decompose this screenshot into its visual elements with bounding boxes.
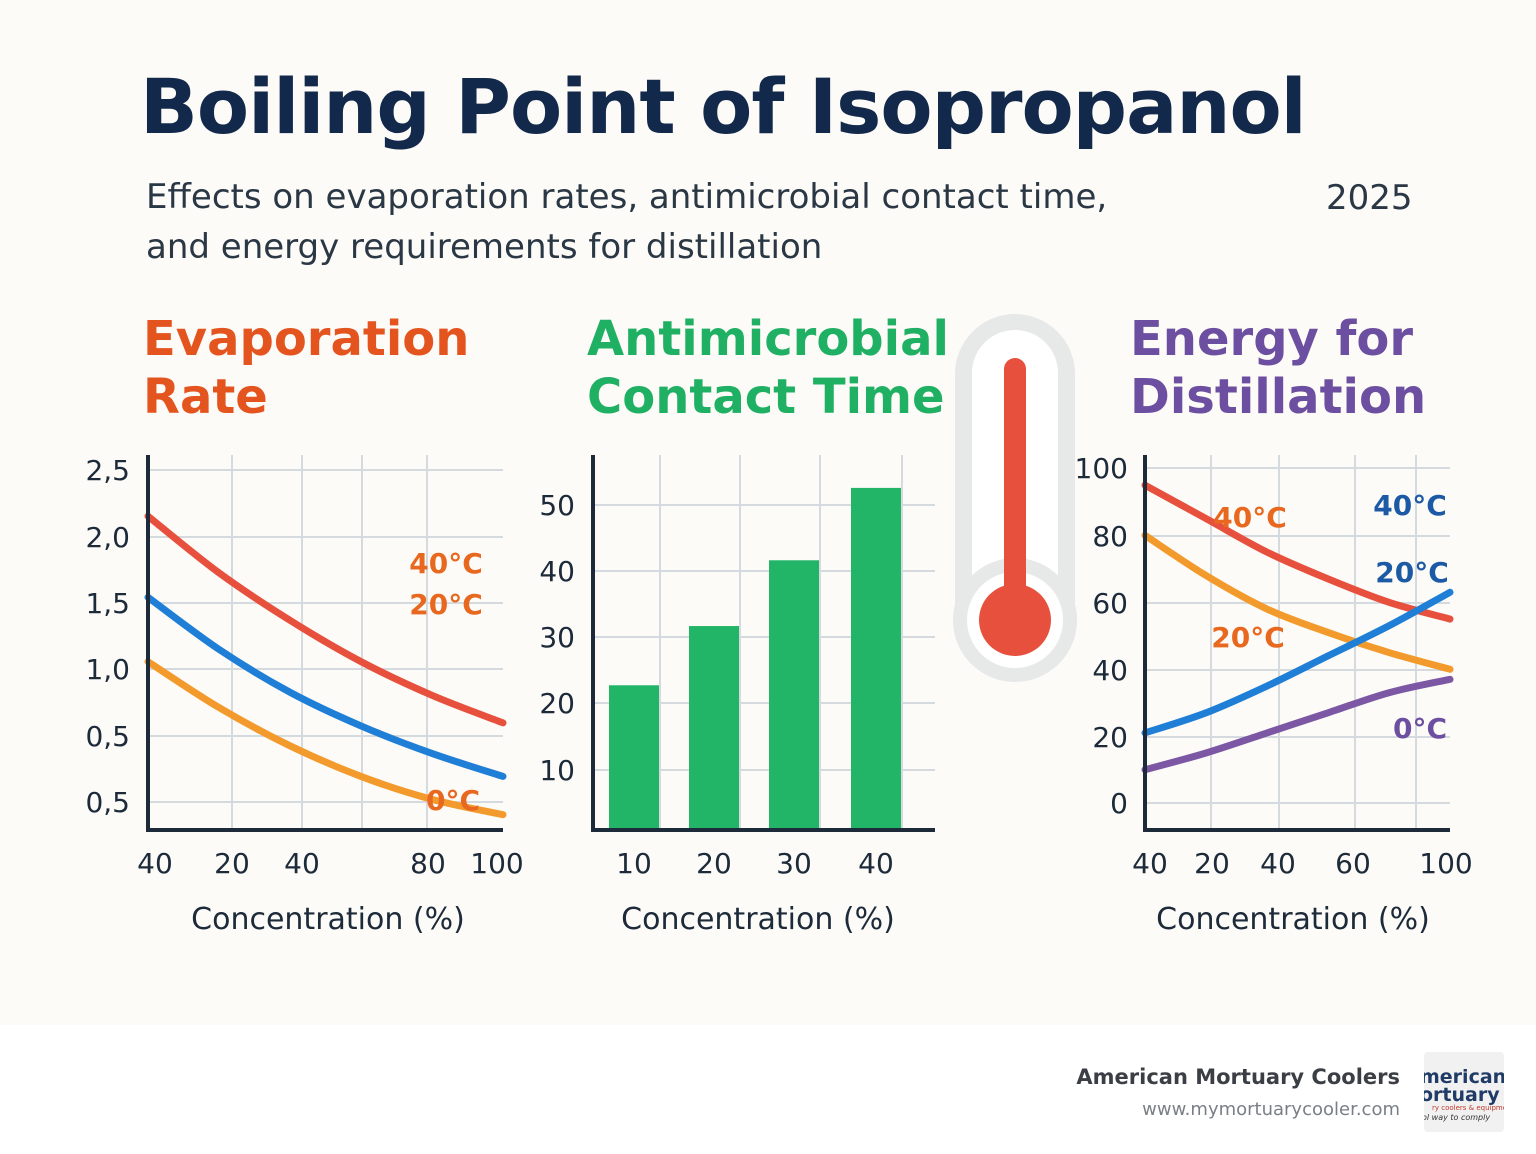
x-tick-label: 20 — [214, 847, 250, 880]
series-annotation: 0°C — [1393, 712, 1447, 745]
series-line-20c — [144, 593, 507, 780]
antimicrobial-chart: 50 40 30 20 10 10 20 30 40 Concentration (%) — [539, 455, 935, 937]
x-tick-label: 40 — [1132, 847, 1168, 880]
series-line-0c — [1141, 675, 1454, 774]
series-annotation: 20°C — [1375, 556, 1449, 589]
y-tick-label: 30 — [539, 621, 575, 654]
y-tick-label: 40 — [539, 555, 575, 588]
series-line-40c — [1141, 481, 1454, 623]
y-tick-label: 60 — [1092, 587, 1128, 620]
y-tick-label: 2,0 — [85, 521, 130, 554]
x-tick-label: 10 — [616, 847, 652, 880]
y-tick-label: 0,5 — [85, 786, 130, 819]
evaporation-title: Evaporation Rate — [143, 310, 469, 426]
subtitle-line-2: and energy requirements for distillation — [146, 227, 823, 267]
y-tick-label: 1,0 — [85, 653, 130, 686]
evaporation-title-line-2: Rate — [143, 369, 268, 425]
y-tick-label: 20 — [539, 687, 575, 720]
x-tick-label: 60 — [1335, 847, 1371, 880]
y-tick-label: 0,5 — [85, 720, 130, 753]
bar-30 — [769, 560, 819, 830]
x-tick-label: 20 — [1194, 847, 1230, 880]
bar-20 — [689, 626, 739, 830]
series-annotation: 40°C — [409, 547, 483, 580]
x-tick-label: 20 — [696, 847, 732, 880]
series-line-20c — [1141, 531, 1454, 673]
energy-title: Energy for Distillation — [1130, 310, 1426, 426]
x-tick-label: 80 — [410, 847, 446, 880]
logo-line-1: merican — [1424, 1066, 1504, 1088]
logo-line-4: ol way to comply — [1424, 1113, 1491, 1122]
y-tick-label: 1,5 — [85, 587, 130, 620]
bar-10 — [609, 685, 659, 830]
brand-name: American Mortuary Coolers — [1076, 1065, 1400, 1089]
thermometer-mercury — [1004, 358, 1026, 618]
antimicrobial-title-line-1: Antimicrobial — [587, 311, 949, 367]
logo-line-2: ortuary — [1424, 1084, 1500, 1106]
year-label: 2025 — [1326, 178, 1413, 218]
x-tick-label: 100 — [470, 847, 523, 880]
bar-40 — [851, 487, 901, 830]
y-tick-label: 80 — [1092, 520, 1128, 553]
antimicrobial-title: Antimicrobial Contact Time — [587, 310, 949, 426]
series-annotation: 40°C — [1373, 489, 1447, 522]
footer — [0, 1025, 1536, 1154]
thermometer-mercury-bulb — [979, 584, 1051, 656]
series-line-40c — [144, 512, 507, 727]
x-axis-title: Concentration (%) — [621, 902, 895, 937]
series-annotation: 20°C — [1211, 621, 1285, 654]
brand-logo: merican ortuary ry coolers & equipment o… — [1424, 1052, 1504, 1132]
y-tick-label: 20 — [1092, 721, 1128, 754]
evaporation-title-line-1: Evaporation — [143, 311, 470, 367]
y-tick-label: 40 — [1092, 654, 1128, 687]
y-tick-label: 100 — [1075, 452, 1128, 485]
series-annotation: 20°C — [409, 588, 483, 621]
x-axis-title: Concentration (%) — [1156, 902, 1430, 937]
antimicrobial-title-line-2: Contact Time — [587, 369, 945, 425]
series-annotation: 40°C — [1213, 501, 1287, 534]
x-tick-label: 40 — [1260, 847, 1296, 880]
series-line-rising — [1141, 588, 1454, 737]
y-tick-label: 10 — [539, 754, 575, 787]
thermometer-icon — [953, 314, 1077, 682]
series-annotation: 0°C — [426, 784, 480, 817]
page-title: Boiling Point of Isopropanol — [140, 62, 1307, 151]
evaporation-chart: 2,52,01,51,00,50,540 20 40 80 100Concentrati… — [85, 454, 523, 937]
subtitle-line-1: Effects on evaporation rates, antimicrob… — [146, 177, 1108, 217]
x-tick-label: 40 — [137, 847, 173, 880]
x-tick-label: 30 — [776, 847, 812, 880]
x-tick-label: 100 — [1419, 847, 1472, 880]
brand-url[interactable]: www.mymortuarycooler.com — [1142, 1099, 1400, 1120]
y-tick-label: 50 — [539, 489, 575, 522]
x-tick-label: 40 — [858, 847, 894, 880]
y-tick-label: 2,5 — [85, 454, 130, 487]
logo-line-3: ry coolers & equipment — [1432, 1104, 1504, 1112]
series-line-0c — [144, 658, 507, 819]
x-axis-title: Concentration (%) — [191, 902, 465, 937]
energy-title-line-2: Distillation — [1130, 369, 1427, 425]
subtitle: Effects on evaporation rates, antimicrob… — [146, 172, 1226, 272]
energy-title-line-1: Energy for — [1130, 311, 1414, 367]
x-tick-label: 40 — [284, 847, 320, 880]
y-tick-label: 0 — [1110, 787, 1128, 820]
